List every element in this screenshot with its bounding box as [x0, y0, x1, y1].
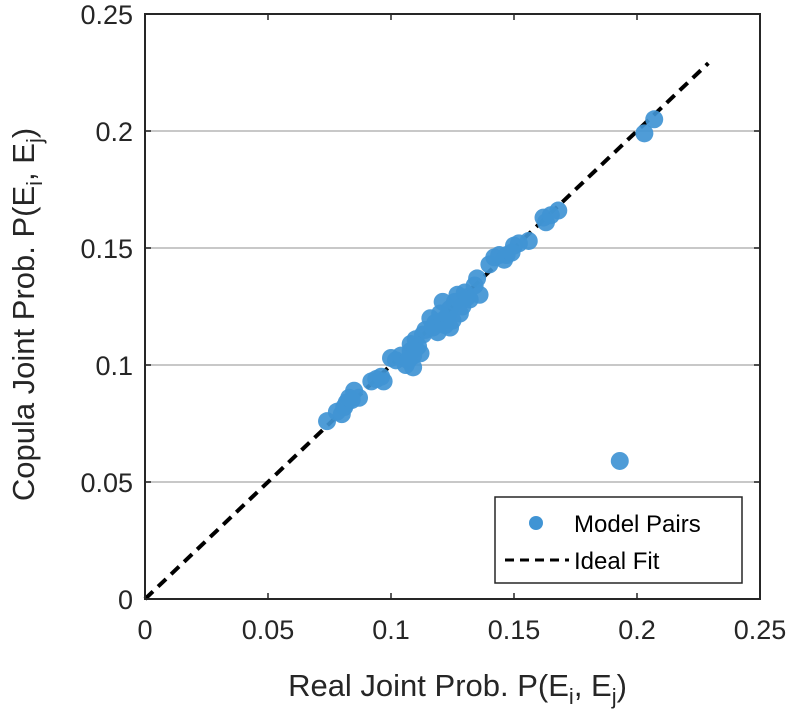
scatter-point [468, 269, 487, 288]
model-pairs-points [318, 110, 664, 470]
y-axis-ticks: 0 0.05 0.1 0.15 0.2 0.25 [80, 0, 760, 615]
plot-frame [144, 13, 761, 600]
x-axis-ticks: 0 0.05 0.1 0.15 0.2 0.25 [137, 14, 786, 645]
scatter-point [411, 344, 430, 363]
scatter-point [519, 231, 538, 250]
x-tick-label: 0.1 [372, 615, 410, 645]
y-tick-label: 0.1 [95, 351, 133, 381]
x-tick-label: 0.2 [618, 615, 656, 645]
scatter-point [635, 124, 654, 143]
y-gridlines [145, 130, 760, 483]
scatter-point [549, 201, 568, 220]
scatter-point [374, 372, 393, 391]
x-tick-label: 0.05 [242, 615, 295, 645]
x-tick-label: 0 [137, 615, 152, 645]
y-tick-label: 0.05 [80, 468, 133, 498]
legend-box [494, 496, 743, 584]
y-tick-label: 0 [118, 585, 133, 615]
scatter-point [645, 110, 664, 129]
scatter-point [470, 285, 489, 304]
scatter-point [404, 358, 423, 377]
x-tick-label: 0.25 [734, 615, 787, 645]
y-tick-label: 0.2 [95, 117, 133, 147]
legend: Model Pairs Ideal Fit [494, 496, 743, 584]
y-axis-title: Copula Joint Prob. P(Ei, Ej) [6, 128, 47, 501]
y-tick-label: 0.15 [80, 234, 133, 264]
x-axis-title: Real Joint Prob. P(Ei, Ej) [288, 668, 627, 709]
x-tick-label: 0.15 [488, 615, 541, 645]
scatter-point [350, 388, 369, 407]
scatter-point [610, 451, 629, 470]
legend-label-ideal-fit: Ideal Fit [574, 548, 660, 575]
legend-marker-model-pairs [529, 516, 543, 530]
y-tick-label: 0.25 [80, 0, 133, 30]
legend-label-model-pairs: Model Pairs [574, 511, 701, 538]
